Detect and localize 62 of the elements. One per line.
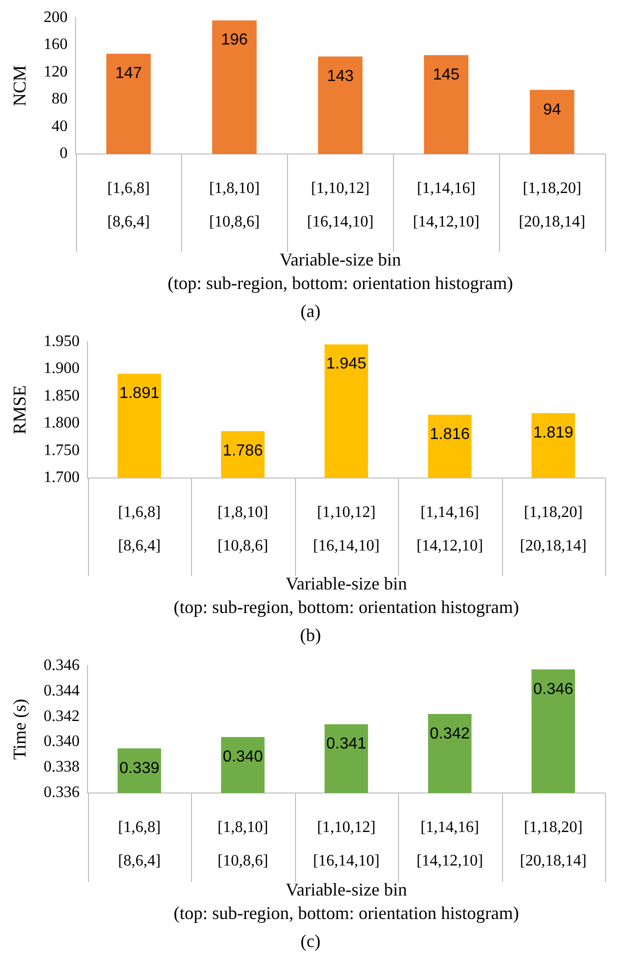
y-tick-label: 40: [52, 118, 68, 135]
x-tick-label: [1,18,20] [20,18,14]: [520, 504, 587, 555]
data-label: 94: [543, 101, 562, 118]
y-tick-label: 0.346: [44, 656, 80, 674]
y-tick-label: 0.338: [44, 758, 80, 776]
x-tick-label: [1,10,12] [16,14,10]: [312, 819, 380, 870]
x-tick-label: [1,10,12] [16,14,10]: [306, 180, 374, 231]
y-tick-label: 1.800: [44, 414, 80, 432]
data-label: 1.945: [326, 356, 366, 373]
x-axis-title: Variable-size bin (top: sub-region, bottom: orientation histogram): [168, 250, 514, 294]
y-tick-label: 0.336: [44, 784, 80, 802]
text: (c): [300, 930, 322, 953]
bar: [212, 20, 257, 154]
y-tick-label: 80: [52, 90, 68, 108]
bar: [530, 90, 574, 154]
y-axis-title: RMSE: [10, 385, 30, 434]
data-label: 1.786: [222, 442, 263, 460]
data-label: 0.342: [430, 725, 470, 742]
y-axis-title: NCM: [10, 65, 30, 106]
data-label: 0.340: [222, 748, 263, 766]
x-tick-label: [1,6,8] [8,6,4]: [118, 819, 161, 870]
x-tick-label: [1,6,8] [8,6,4]: [118, 504, 161, 555]
y-tick-label: 200: [44, 8, 68, 26]
x-tick-label: [1,18,20] [20,18,14]: [518, 180, 586, 231]
x-tick-label: [1,8,10] [10,8,6]: [217, 504, 268, 555]
bar: [318, 56, 363, 154]
data-label: 0.346: [533, 680, 574, 698]
data-label: 1.891: [119, 385, 160, 402]
data-label: 1.819: [533, 424, 574, 442]
y-tick-label: 0.344: [44, 682, 80, 700]
x-tick-label: [1,14,16] [14,12,10]: [416, 819, 484, 870]
data-label: 196: [221, 32, 248, 49]
y-tick-label: 1.700: [44, 469, 80, 486]
x-tick-label: [1,8,10] [10,8,6]: [217, 819, 268, 870]
y-tick-label: 1.950: [44, 332, 80, 350]
x-tick-label: [1,6,8] [8,6,4]: [107, 180, 150, 231]
y-tick-label: 1.750: [44, 442, 80, 459]
text: (a): [300, 300, 322, 323]
y-tick-label: 120: [44, 63, 68, 80]
y-axis-title: Time (s): [10, 698, 30, 760]
y-tick-label: 0: [60, 145, 68, 162]
x-tick-label: [1,18,20] [20,18,14]: [520, 819, 587, 870]
x-axis-title: Variable-size bin (top: sub-region, bottom: orientation histogram): [174, 574, 520, 618]
y-tick-label: 160: [44, 36, 68, 54]
data-label: 143: [326, 68, 354, 85]
bar: [106, 54, 151, 154]
y-tick-label: 1.850: [44, 387, 80, 404]
bar: [424, 55, 468, 154]
y-tick-label: 0.340: [44, 733, 80, 750]
x-tick-label: [1,14,16] [14,12,10]: [412, 180, 480, 231]
data-label: 0.341: [326, 736, 366, 753]
x-axis-title: Variable-size bin (top: sub-region, bottom: orientation histogram): [174, 880, 520, 924]
x-tick-label: [1,14,16] [14,12,10]: [416, 504, 484, 555]
data-label: 145: [432, 66, 460, 84]
y-tick-label: 0.342: [44, 708, 80, 725]
data-label: 147: [115, 65, 142, 82]
text: (b): [299, 624, 322, 647]
data-label: 1.816: [430, 426, 470, 444]
x-tick-label: [1,8,10] [10,8,6]: [209, 180, 260, 231]
data-label: 0.339: [119, 760, 160, 777]
y-tick-label: 1.900: [44, 360, 80, 378]
x-tick-label: [1,10,12] [16,14,10]: [312, 504, 380, 555]
